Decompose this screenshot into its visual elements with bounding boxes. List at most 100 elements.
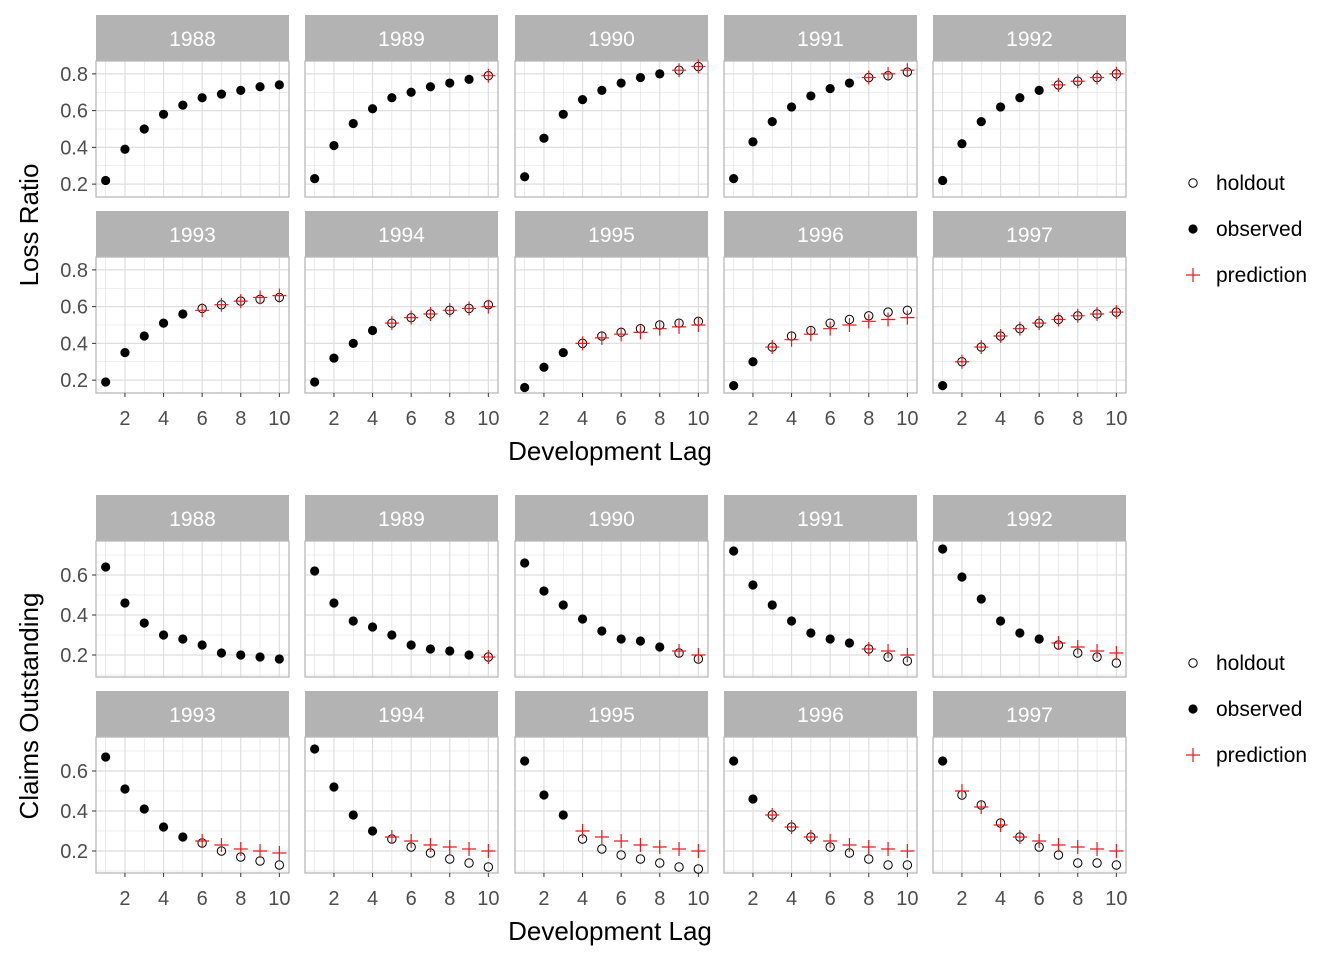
x-tick-label: 4	[786, 408, 797, 430]
panel-border	[95, 256, 290, 394]
legend-key-prediction	[1186, 268, 1200, 282]
observed-point	[139, 618, 149, 628]
observed-point	[310, 174, 320, 184]
observed-point	[748, 357, 758, 367]
x-tick-label: 8	[863, 408, 874, 430]
panel-border	[95, 736, 290, 874]
x-axis-title: Development Lag	[508, 916, 712, 946]
facet-strip	[96, 495, 289, 541]
observed-point	[236, 85, 246, 96]
observed-point	[445, 646, 455, 656]
holdout-point	[464, 858, 474, 868]
facet-panel-1997: 1997 2 4 6 8 10	[932, 691, 1127, 910]
prediction-point	[652, 321, 667, 336]
observed-point	[577, 94, 588, 105]
x-tick-label: 6	[825, 408, 836, 430]
y-tick-label: 0.2	[60, 174, 88, 196]
facet-strip-label: 1996	[797, 704, 844, 727]
observed-point	[139, 331, 149, 341]
observed-point	[806, 91, 816, 101]
x-tick-label: 10	[268, 408, 290, 430]
prediction-point	[1109, 305, 1124, 320]
prediction-point	[195, 834, 210, 848]
observed-point	[348, 118, 358, 129]
observed-point	[729, 546, 739, 556]
panel-border	[514, 736, 709, 874]
observed-point	[178, 634, 188, 644]
panel-border	[723, 540, 918, 678]
observed-point	[158, 822, 169, 832]
prediction-point	[214, 838, 229, 852]
holdout-point	[883, 860, 893, 870]
facet-strip-label: 1994	[378, 224, 425, 247]
facet-panel-1990: 1990	[514, 15, 709, 198]
prediction-point	[765, 808, 780, 822]
observed-point	[577, 614, 588, 624]
x-tick-label: 6	[197, 408, 208, 430]
x-tick-label: 4	[577, 888, 588, 910]
observed-point	[786, 616, 797, 626]
observed-point	[255, 652, 265, 662]
prediction-point	[633, 325, 648, 340]
prediction-point	[614, 327, 629, 342]
observed-point	[655, 69, 665, 79]
panel-border	[932, 540, 1127, 678]
x-tick-label: 2	[538, 408, 549, 430]
observed-point	[1015, 93, 1025, 103]
observed-point	[1034, 634, 1044, 644]
y-tick-label: 0.6	[60, 761, 88, 783]
y-axis-title: Loss Ratio	[14, 164, 44, 287]
prediction-point	[442, 840, 457, 854]
prediction-point	[423, 306, 438, 321]
x-tick-label: 8	[654, 888, 665, 910]
y-tick-label: 0.4	[60, 137, 88, 159]
prediction-point	[575, 336, 590, 351]
prediction-point	[900, 63, 915, 78]
observed-point	[995, 102, 1006, 112]
prediction-point	[1032, 834, 1047, 848]
observed-point	[655, 642, 665, 652]
observed-point	[158, 109, 169, 119]
facet-strip-label: 1995	[588, 224, 635, 247]
x-tick-label: 6	[825, 888, 836, 910]
x-tick-label: 8	[235, 888, 246, 910]
observed-point	[938, 381, 948, 391]
prediction-point	[1090, 644, 1105, 658]
observed-point	[539, 133, 549, 143]
observed-point	[1015, 628, 1025, 638]
prediction-point	[1109, 646, 1124, 660]
holdout-point	[445, 854, 455, 864]
y-tick-label: 0.6	[60, 101, 88, 123]
prediction-point	[404, 834, 419, 848]
facet-strip	[933, 691, 1126, 737]
observed-point	[616, 78, 626, 88]
facet-panel-1988: 1988 0.2 0.4 0.6 0.8	[60, 15, 290, 198]
facet-strip	[724, 15, 917, 61]
legend-label: observed	[1216, 218, 1302, 241]
facet-strip-label: 1993	[169, 704, 216, 727]
facet-strip-label: 1997	[1006, 704, 1053, 727]
legend-item-holdout: holdout	[1188, 652, 1285, 675]
observed-point	[367, 622, 378, 632]
observed-point	[558, 600, 568, 610]
facet-strip-label: 1989	[378, 28, 425, 51]
facet-strip-label: 1990	[588, 28, 635, 51]
holdout-point	[597, 844, 607, 854]
legend-label: prediction	[1216, 744, 1307, 767]
prediction-point	[842, 318, 857, 332]
observed-point	[729, 174, 739, 184]
prediction-point	[672, 319, 687, 334]
facet-strip-label: 1994	[378, 704, 425, 727]
observed-point	[445, 78, 455, 88]
legend-key-observed	[1188, 224, 1198, 234]
facet-panel-1995: 1995 2 4 6 8 10	[514, 211, 709, 430]
holdout-point	[655, 858, 665, 868]
facet-strip-label: 1992	[1006, 28, 1053, 51]
prediction-point	[1012, 321, 1027, 336]
observed-point	[597, 85, 607, 96]
x-tick-label: 8	[444, 888, 455, 910]
facet-strip	[724, 211, 917, 257]
observed-point	[120, 347, 130, 358]
prediction-point	[861, 314, 876, 329]
